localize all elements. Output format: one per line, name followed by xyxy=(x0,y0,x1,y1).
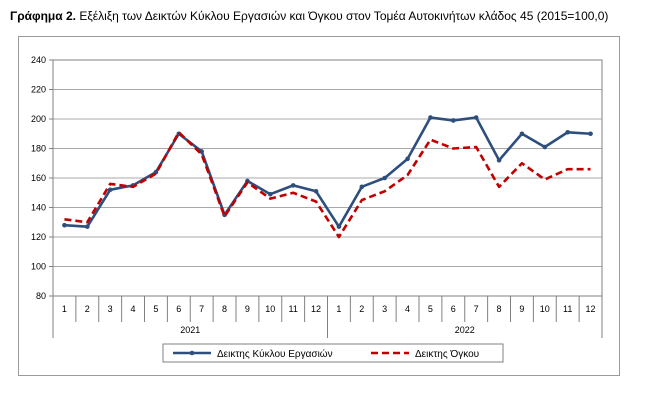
x-tick-label-4: 4 xyxy=(131,304,136,314)
x-tick-label-22: 10 xyxy=(540,304,550,314)
series-1-point-24 xyxy=(588,131,593,137)
legend-marker-1 xyxy=(189,350,195,356)
y-tick-label-180: 180 xyxy=(31,144,46,154)
year-label-2022: 2022 xyxy=(455,325,475,335)
x-tick-label-16: 4 xyxy=(405,304,410,314)
x-tick-label-15: 3 xyxy=(382,304,387,314)
x-tick-label-19: 7 xyxy=(474,304,479,314)
series-1-point-20 xyxy=(496,158,502,163)
series-1-point-12 xyxy=(313,188,319,194)
y-tick-label-200: 200 xyxy=(31,114,46,124)
x-tick-label-7: 7 xyxy=(199,304,204,314)
x-tick-label-21: 9 xyxy=(519,304,524,314)
y-tick-label-80: 80 xyxy=(36,291,46,301)
series-1-point-11 xyxy=(290,183,296,188)
series-1-point-22 xyxy=(542,144,548,150)
series-1-point-15 xyxy=(382,175,387,181)
x-tick-label-24: 12 xyxy=(586,304,596,314)
series-1-point-18 xyxy=(451,118,456,123)
chart-frame xyxy=(18,36,620,376)
chart-title-text: Εξέλιξη των Δεικτών Κύκλου Εργασιών και … xyxy=(79,9,609,23)
legend-label-2: Δεικτης Όγκου xyxy=(415,349,479,360)
x-tick-label-17: 5 xyxy=(428,304,433,314)
x-tick-label-18: 6 xyxy=(451,304,456,314)
y-tick-label-160: 160 xyxy=(31,173,46,183)
series-1-point-21 xyxy=(519,131,525,137)
y-tick-label-100: 100 xyxy=(31,262,46,272)
series-line-2 xyxy=(64,130,591,239)
x-tick-label-1: 1 xyxy=(62,304,67,314)
chart-title: Γράφημα 2. Εξέλιξη των Δεικτών Κύκλου Ερ… xyxy=(10,9,608,23)
x-tick-label-6: 6 xyxy=(176,304,181,314)
series-1-point-14 xyxy=(359,184,365,190)
x-tick-label-20: 8 xyxy=(497,304,502,314)
series-1-point-16 xyxy=(405,156,410,162)
legend-box xyxy=(162,343,504,363)
series-1-point-13 xyxy=(336,224,342,229)
series-1-point-10 xyxy=(268,191,273,197)
series-1-point-23 xyxy=(565,129,570,135)
y-tick-label-240: 240 xyxy=(31,55,46,65)
x-tick-label-9: 9 xyxy=(245,304,250,314)
y-tick-label-140: 140 xyxy=(31,203,46,213)
legend-label-1: Δεικτης Κύκλου Εργασιών xyxy=(217,348,333,360)
y-tick-label-120: 120 xyxy=(31,232,46,242)
y-tick-label-220: 220 xyxy=(31,85,46,95)
x-tick-label-8: 8 xyxy=(222,304,227,314)
x-tick-label-3: 3 xyxy=(108,304,113,314)
chart-title-prefix: Γράφημα 2. xyxy=(10,9,76,23)
series-1-point-1 xyxy=(62,222,67,228)
year-label-2021: 2021 xyxy=(180,325,200,335)
series-1-point-17 xyxy=(428,115,433,120)
x-tick-label-11: 11 xyxy=(289,304,298,314)
series-1-point-19 xyxy=(473,115,479,120)
x-tick-label-13: 1 xyxy=(336,304,341,314)
series-1-point-3 xyxy=(107,187,113,193)
x-tick-label-10: 10 xyxy=(265,304,275,314)
x-tick-label-12: 12 xyxy=(311,304,321,314)
series-1-point-2 xyxy=(85,224,90,229)
x-tick-label-23: 11 xyxy=(563,304,572,314)
x-tick-label-5: 5 xyxy=(153,304,158,314)
x-tick-label-14: 2 xyxy=(359,304,364,314)
x-tick-label-2: 2 xyxy=(85,304,90,314)
series-1-point-7 xyxy=(199,149,204,154)
